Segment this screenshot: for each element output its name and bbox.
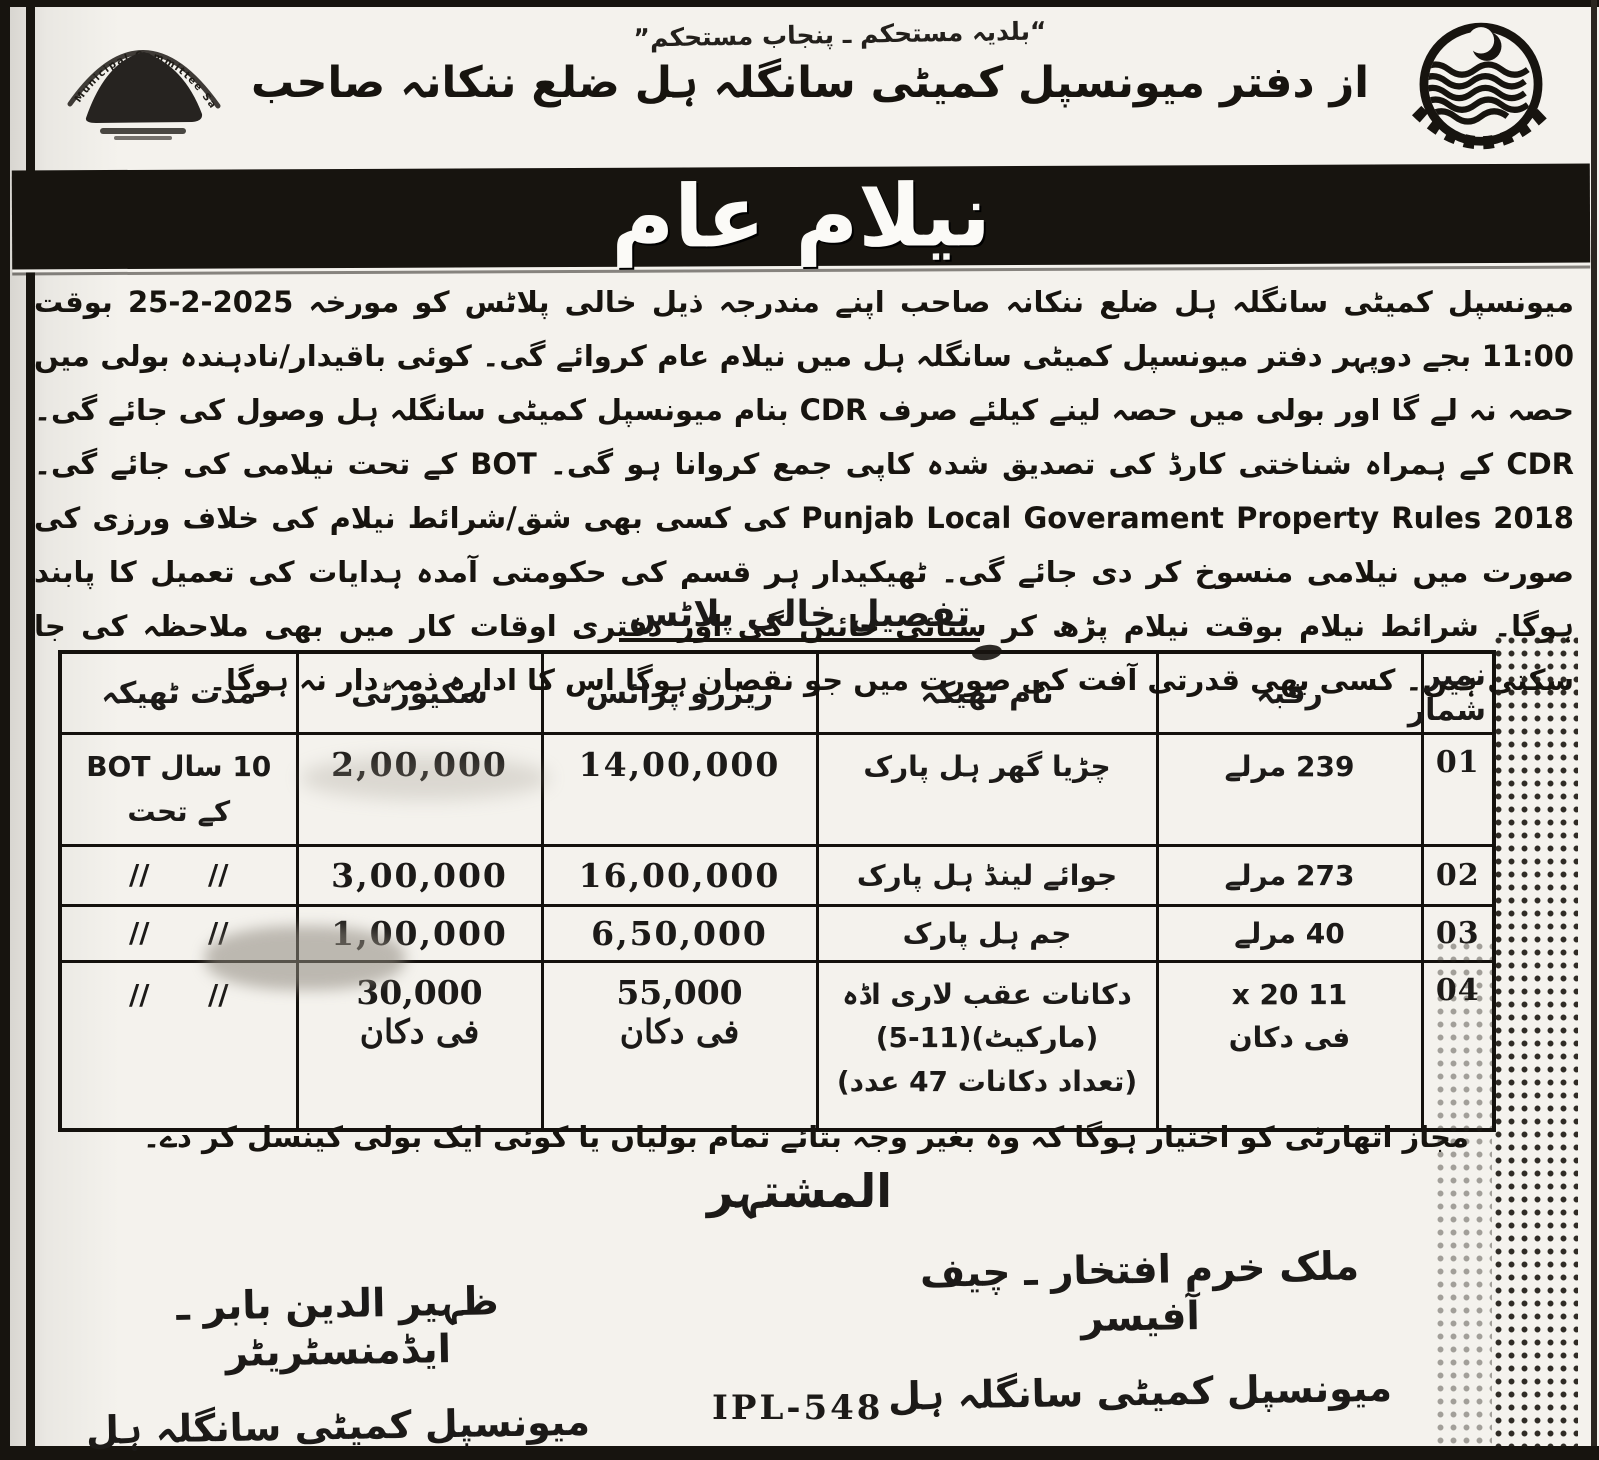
municipal-committee-seal-icon: Municipal Committee Sangla Hill xyxy=(43,14,238,148)
ipl-reference-number: IPL-548 xyxy=(712,1388,884,1428)
punjab-government-emblem-icon xyxy=(1392,14,1570,176)
scan-smudge xyxy=(205,926,405,990)
signature-administrator: ظہیر الدین بابر ـ ایڈمنسٹریٹر میونسپل کم… xyxy=(78,1279,598,1452)
advertiser-label: المشتہر xyxy=(706,1164,893,1218)
table-title-row: تفصیل خالی پلاٹس xyxy=(0,594,1599,642)
signatory-name: ظہیر الدین بابر ـ ایڈمنسٹریٹر xyxy=(176,1279,500,1376)
serial-cell: 03 xyxy=(1435,916,1480,951)
duration-cell: // // xyxy=(129,858,229,892)
banner-title: نیلام عام xyxy=(610,165,992,268)
contract-name-cell: جوائے لینڈ ہل پارک xyxy=(856,858,1118,892)
security-cell: 2,00,000 xyxy=(331,745,508,784)
signatory-organization: میونسپل کمیٹی سانگلہ ہل xyxy=(887,1365,1393,1418)
col-header-reserve-price: ریزرو پرائس xyxy=(540,650,819,735)
duration-cell: // // xyxy=(129,978,229,1011)
notice-paragraph: میونسپل کمیٹی سانگلہ ہل ضلع ننکانہ صاحب … xyxy=(34,285,1574,697)
contract-name-cell: دکانات عقب لاری اڈہ (مارکیٹ)(11-5) (تعدا… xyxy=(836,978,1138,1098)
page-border-bottom xyxy=(0,1446,1599,1460)
halftone-border-pattern xyxy=(1492,634,1578,1446)
col-header-duration: مدت ٹھیکہ xyxy=(58,650,299,735)
page-border-top xyxy=(0,0,1599,7)
page-border-left-outer xyxy=(0,0,10,1460)
area-cell: 11 x 20 فی دکان xyxy=(1228,978,1351,1055)
page-border-left-inner xyxy=(26,0,35,1460)
reserve-price-cell: 16,00,000 xyxy=(578,856,781,895)
serial-cell: 02 xyxy=(1435,858,1480,893)
page-border-right xyxy=(1591,0,1597,1460)
signatory-organization: میونسپل کمیٹی سانگلہ ہل xyxy=(85,1399,591,1452)
cancellation-note: مجاز اتھارٹی کو اختیار ہوگا کہ وہ بغیر و… xyxy=(143,1120,1469,1154)
serial-cell: 04 xyxy=(1435,973,1480,1008)
col-header-serial: نمبر شمار xyxy=(1408,650,1496,735)
contract-name-cell: جم ہل پارک xyxy=(902,916,1072,950)
banner: نیلام عام xyxy=(11,163,1591,270)
area-cell: 40 مرلے xyxy=(1234,916,1345,950)
security-cell: 30,000 فی دکان xyxy=(356,973,483,1051)
contract-name-cell: چڑیا گھر ہل پارک xyxy=(863,750,1111,783)
signature-chief-officer: ملک خرم افتخار ـ چیف آفیسر میونسپل کمیٹی… xyxy=(880,1244,1400,1418)
reserve-price-cell: 14,00,000 xyxy=(578,745,781,784)
header-slogan: “بلدیہ مستحکم ـ پنجاب مستحکم” xyxy=(633,16,1047,53)
duration-cell: 10 سال BOT کے تحت xyxy=(86,750,272,828)
table-row: // // 30,000 فی دکان 55,000 فی دکان دکان… xyxy=(58,960,1496,1131)
issuing-office-title: از دفتر میونسپل کمیٹی سانگلہ ہل ضلع ننکا… xyxy=(251,58,1369,108)
col-header-security: سکیورٹی xyxy=(295,650,544,735)
col-header-contract-name: نام ٹھیکہ xyxy=(815,650,1159,735)
reserve-price-cell: 55,000 فی دکان xyxy=(616,973,743,1051)
reserve-price-cell: 6,50,000 xyxy=(591,914,768,953)
scan-smudge xyxy=(300,756,550,800)
table-row: // // 1,00,000 6,50,000 جم ہل پارک 40 مر… xyxy=(58,904,1496,963)
col-header-area: رقبہ xyxy=(1155,650,1424,735)
area-cell: 273 مرلے xyxy=(1224,858,1355,892)
signatory-name: ملک خرم افتخار ـ چیف آفیسر xyxy=(919,1244,1360,1341)
table-header-row: مدت ٹھیکہ سکیورٹی ریزرو پرائس نام ٹھیکہ … xyxy=(58,650,1496,735)
table-row: 10 سال BOT کے تحت 2,00,000 14,00,000 چڑی… xyxy=(58,732,1496,847)
serial-cell: 01 xyxy=(1435,745,1480,780)
table-row: // // 3,00,000 16,00,000 جوائے لینڈ ہل پ… xyxy=(58,844,1496,907)
area-cell: 239 مرلے xyxy=(1224,750,1355,783)
security-cell: 3,00,000 xyxy=(331,856,508,895)
table-title: تفصیل خالی پلاٹس xyxy=(618,594,981,642)
vacant-plots-table: مدت ٹھیکہ سکیورٹی ریزرو پرائس نام ٹھیکہ … xyxy=(58,650,1496,1132)
